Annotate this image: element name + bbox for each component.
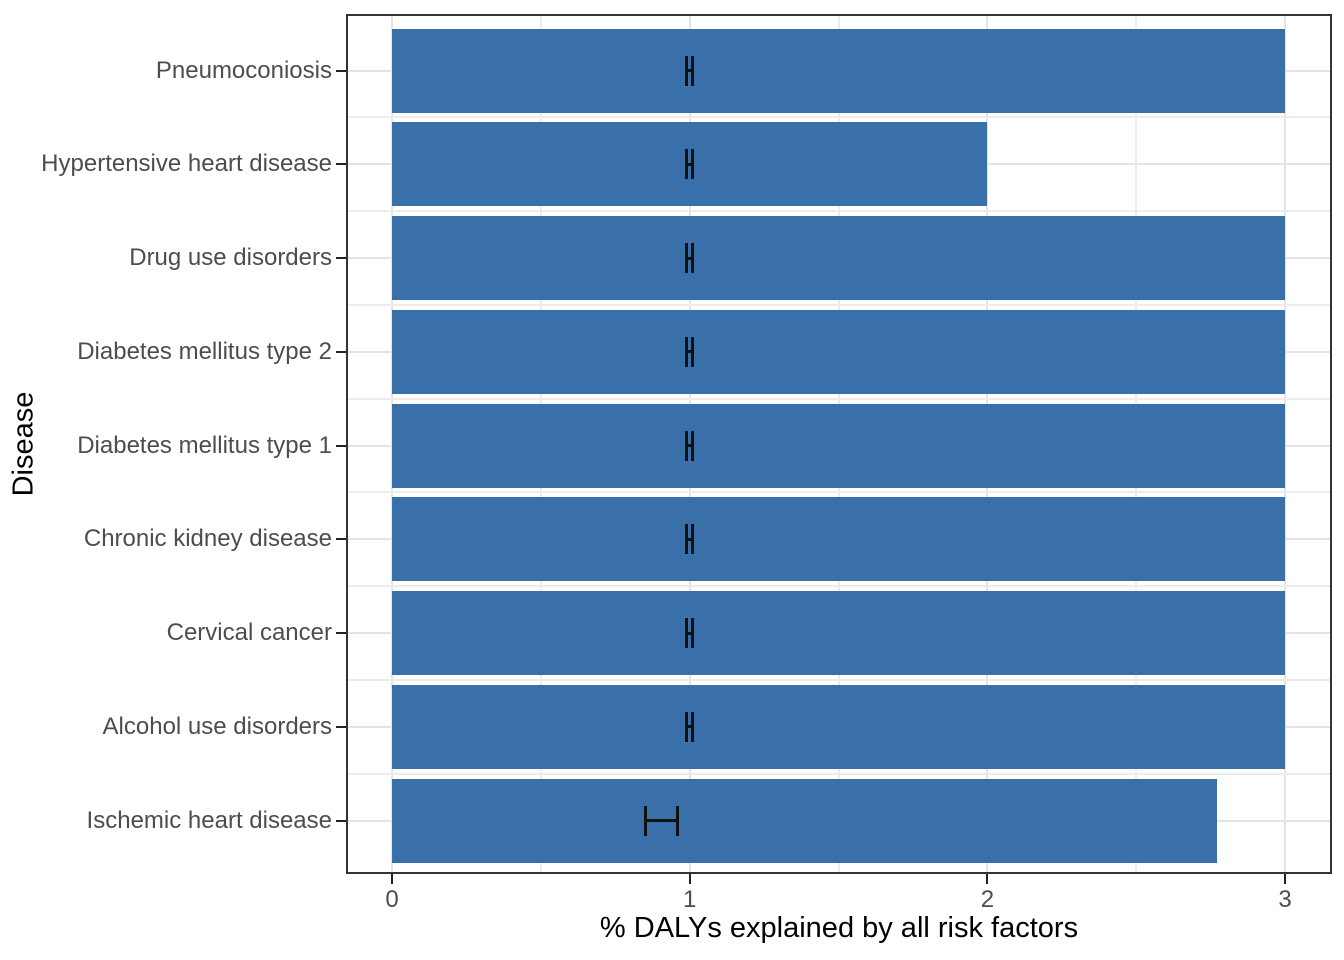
x-axis-tick	[1284, 874, 1287, 884]
y-minor-gridline	[348, 210, 1330, 213]
y-minor-gridline	[348, 116, 1330, 119]
error-bar-cap	[685, 524, 689, 555]
x-axis-tick	[391, 874, 393, 884]
y-minor-gridline	[348, 678, 1330, 681]
error-bar-cap	[685, 430, 689, 461]
y-minor-gridline	[348, 491, 1330, 494]
error-bar-line	[645, 819, 678, 822]
bar	[392, 28, 1286, 113]
error-bar-cap	[691, 243, 695, 273]
error-bar-cap	[643, 805, 647, 836]
y-axis-label: Diabetes mellitus type 1	[77, 431, 332, 459]
error-bar-line	[686, 69, 693, 72]
y-axis-label: Drug use disorders	[129, 244, 332, 271]
bar	[392, 309, 1286, 394]
y-minor-gridline	[348, 303, 1330, 306]
error-bar-cap	[691, 149, 695, 180]
y-axis-tick	[336, 257, 346, 259]
error-bar-line	[686, 631, 693, 635]
error-bar-line	[686, 725, 693, 729]
error-bar-cap	[685, 618, 689, 648]
error-bar-cap	[685, 55, 689, 86]
y-axis-tick	[336, 538, 346, 541]
x-axis-tick	[688, 874, 691, 884]
bar	[392, 684, 1286, 769]
y-axis-label: Alcohol use disorders	[102, 712, 332, 740]
y-minor-gridline	[348, 397, 1330, 400]
error-bar-cap	[685, 243, 689, 273]
y-axis-tick	[336, 69, 346, 72]
x-axis-tick	[986, 874, 989, 884]
y-axis-label: Chronic kidney disease	[83, 525, 332, 553]
bar	[392, 216, 1286, 300]
error-bar-line	[686, 350, 693, 354]
error-bar-cap	[691, 336, 695, 367]
error-bar-cap	[691, 711, 695, 742]
y-axis-label: Ischemic heart disease	[86, 806, 332, 834]
x-major-gridline	[1284, 16, 1287, 872]
y-axis-tick	[336, 444, 346, 447]
bar	[392, 778, 1217, 863]
error-bar-cap	[685, 711, 689, 742]
error-bar-cap	[685, 149, 689, 180]
y-minor-gridline	[348, 585, 1330, 588]
error-bar-cap	[676, 805, 680, 836]
x-axis-label: 2	[980, 886, 995, 913]
y-axis-label: Cervical cancer	[166, 619, 332, 646]
bar	[392, 591, 1286, 675]
error-bar-line	[686, 537, 693, 541]
y-axis-tick	[336, 163, 346, 166]
x-axis-label: 1	[683, 886, 697, 913]
error-bar-cap	[685, 336, 689, 367]
error-bar-cap	[691, 618, 695, 648]
y-axis-tick	[336, 819, 346, 822]
y-axis-title: Disease	[7, 391, 40, 497]
error-bar-cap	[691, 430, 695, 461]
y-axis-tick	[336, 632, 346, 634]
x-axis-title: % DALYs explained by all risk factors	[599, 912, 1079, 944]
error-bar-cap	[691, 524, 695, 555]
error-bar-line	[686, 256, 693, 260]
y-axis-label: Hypertensive heart disease	[41, 150, 332, 178]
x-axis-label: 3	[1278, 886, 1292, 913]
y-axis-tick	[336, 350, 346, 353]
error-bar-line	[686, 444, 693, 447]
y-axis-label: Diabetes mellitus type 2	[77, 337, 332, 365]
y-minor-gridline	[348, 772, 1330, 775]
x-axis-label: 0	[385, 886, 399, 913]
y-axis-label: Pneumoconiosis	[155, 56, 332, 84]
y-axis-tick	[336, 725, 346, 728]
bar	[392, 497, 1286, 582]
error-bar-line	[686, 162, 693, 166]
error-bar-cap	[691, 55, 695, 86]
bar	[392, 403, 1286, 488]
